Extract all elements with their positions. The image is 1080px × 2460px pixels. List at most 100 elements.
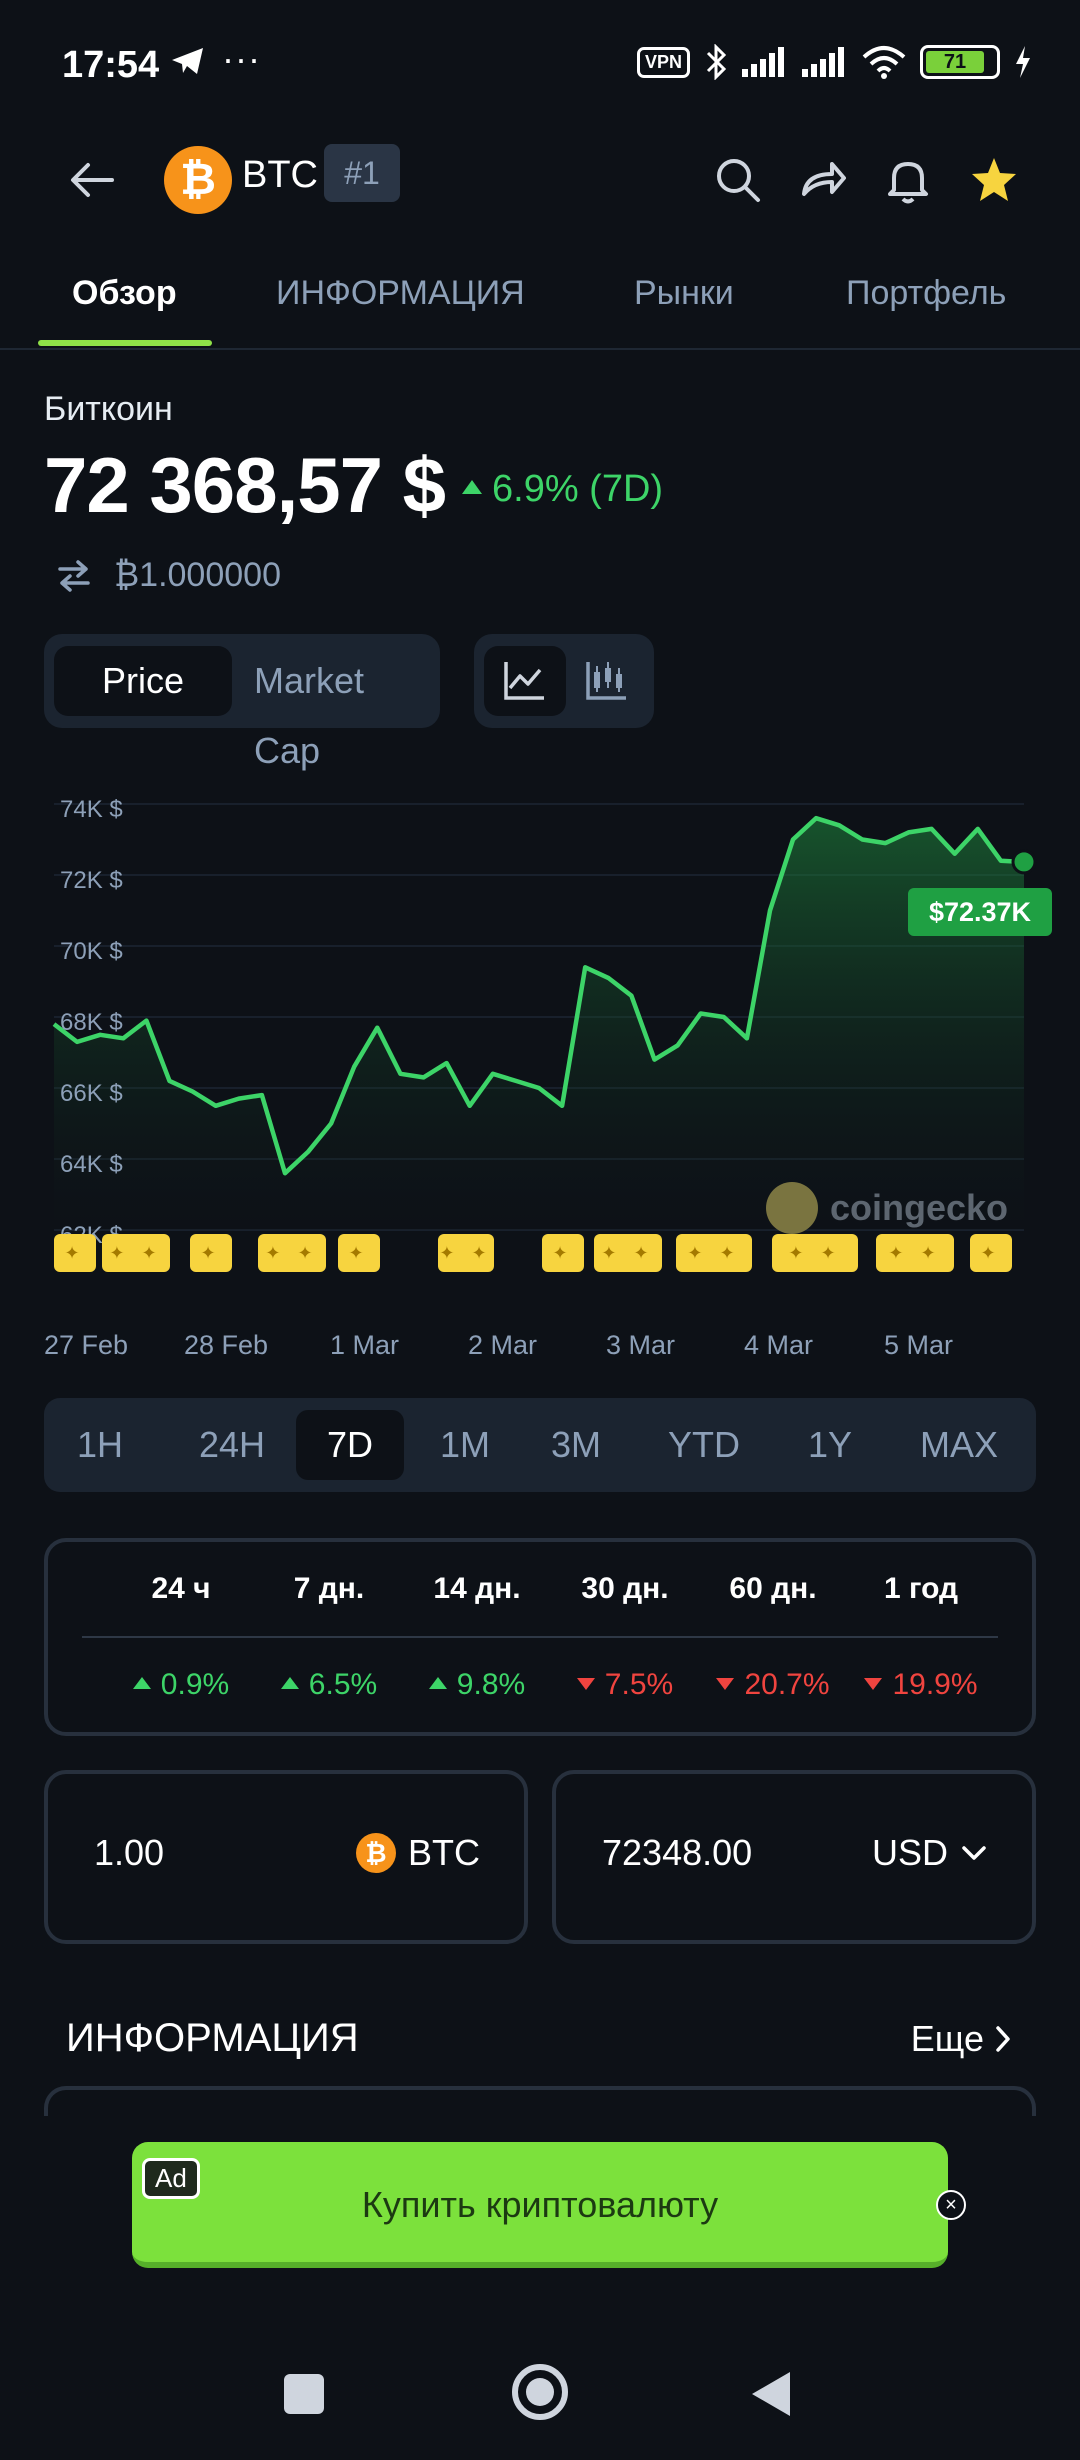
back-arrow-icon[interactable]: [64, 152, 120, 208]
recents-button[interactable]: [284, 2374, 324, 2414]
coin-price: 72 368,57 $: [44, 441, 446, 529]
tab-markets[interactable]: Рынки: [634, 274, 734, 312]
ad-banner[interactable]: Ad Купить криптовалюту: [132, 2142, 948, 2268]
chart-event-marker[interactable]: ✦ ✦: [676, 1234, 752, 1272]
x-axis-tick: 28 Feb: [184, 1330, 269, 1360]
converter-crypto-field[interactable]: 1.00 ₿ BTC: [44, 1770, 528, 1944]
y-axis-tick: 64K $: [60, 1151, 123, 1178]
info-heading: ИНФОРМАЦИЯ: [66, 2016, 359, 2060]
signal-icon: [742, 47, 784, 77]
bell-icon[interactable]: [878, 150, 938, 210]
range-24h[interactable]: 24H: [198, 1424, 266, 1465]
price-change: 6.9% (7D): [462, 468, 663, 511]
gecko-icon: [766, 1182, 818, 1234]
btc-value: ₿1.000000: [114, 556, 281, 594]
fiat-currency-select[interactable]: USD: [872, 1832, 988, 1874]
chart-event-marker[interactable]: ✦: [338, 1234, 380, 1272]
chart-event-marker[interactable]: ✦ ✦: [102, 1234, 170, 1272]
fiat-currency-label: USD: [871, 1832, 948, 1873]
x-axis-tick: 4 Mar: [744, 1330, 814, 1360]
chart-event-marker[interactable]: ✦ ✦: [876, 1234, 954, 1272]
bluetooth-icon: [706, 44, 727, 80]
crypto-currency: ₿ BTC: [356, 1832, 480, 1874]
charging-icon: [1016, 46, 1030, 78]
price-chart-svg[interactable]: [0, 780, 1080, 1280]
range-1y[interactable]: 1Y: [807, 1424, 853, 1465]
star-icon[interactable]: [964, 150, 1024, 210]
x-axis-tick: 3 Mar: [606, 1330, 676, 1360]
coin-header: ₿ BTC #1: [0, 130, 1080, 240]
period-change-value: 19.9%: [892, 1668, 978, 1701]
close-ad-icon[interactable]: ×: [936, 2190, 966, 2220]
chart-event-marker[interactable]: ✦: [54, 1234, 96, 1272]
chevron-right-icon: [996, 2026, 1010, 2052]
chart-event-marker[interactable]: ✦: [970, 1234, 1012, 1272]
price-toggle[interactable]: Price: [54, 646, 232, 716]
candlestick-icon[interactable]: [580, 654, 632, 706]
chart-event-marker[interactable]: ✦ ✦: [258, 1234, 326, 1272]
chart-event-marker[interactable]: ✦: [542, 1234, 584, 1272]
price-chart[interactable]: [0, 780, 1080, 1360]
chart-event-marker[interactable]: ✦ ✦: [594, 1234, 662, 1272]
price-change-table: 24 ч 7 дн. 14 дн. 30 дн. 60 дн. 1 год 0.9% 6.5%…: [44, 1538, 1036, 1736]
share-icon[interactable]: [792, 150, 852, 210]
swap-icon[interactable]: [56, 559, 92, 593]
range-7d[interactable]: 7D: [296, 1410, 404, 1480]
ad-label: Ad: [142, 2158, 200, 2199]
chart-area: [54, 818, 1024, 1230]
period-change: 7.5%: [550, 1668, 700, 1702]
period-change: 0.9%: [106, 1668, 256, 1702]
range-1m[interactable]: 1M: [439, 1424, 490, 1465]
period-change-value: 20.7%: [744, 1668, 830, 1701]
period-change: 20.7%: [698, 1668, 848, 1702]
arrow-up-icon: [462, 479, 482, 494]
info-card: [44, 2086, 1036, 2116]
rank-badge: #1: [324, 144, 400, 202]
arrow-up-icon: [428, 1677, 447, 1690]
tab-portfolio[interactable]: Портфель: [846, 274, 1007, 312]
battery-fill: [926, 51, 984, 73]
period-header: 24 ч: [151, 1572, 211, 1605]
tab-overview[interactable]: Обзор: [72, 274, 177, 312]
period-change: 19.9%: [846, 1668, 996, 1702]
period-change-value: 7.5%: [604, 1668, 674, 1701]
y-axis-tick: 66K $: [60, 1080, 123, 1107]
status-bar: 17:54 ··· VPN 71: [0, 0, 1080, 130]
tab-information[interactable]: ИНФОРМАЦИЯ: [276, 274, 525, 312]
more-link[interactable]: Еще: [911, 2018, 1012, 2060]
market-cap-toggle[interactable]: Market Cap: [254, 660, 365, 771]
crypto-amount-input[interactable]: 1.00: [94, 1832, 165, 1873]
chart-event-marker[interactable]: ✦: [190, 1234, 232, 1272]
chevron-down-icon: [962, 1846, 986, 1860]
arrow-down-icon: [864, 1678, 883, 1691]
chart-metric-toggle: Price Market Cap: [44, 634, 440, 771]
arrow-up-icon: [280, 1677, 299, 1690]
back-button[interactable]: [752, 2372, 790, 2416]
chart-event-marker[interactable]: ✦ ✦: [438, 1234, 494, 1272]
coin-ticker: BTC: [242, 154, 318, 196]
coin-name: Биткоин: [44, 390, 173, 428]
y-axis-tick: 74K $: [60, 796, 123, 823]
home-button[interactable]: [512, 2364, 568, 2420]
ad-text: Купить криптовалюту: [361, 2184, 719, 2225]
range-1h[interactable]: 1H: [76, 1424, 124, 1465]
line-chart-icon[interactable]: [498, 654, 550, 706]
range-ytd[interactable]: YTD: [668, 1424, 740, 1465]
fiat-amount-input[interactable]: 72348.00: [602, 1832, 753, 1873]
x-axis-tick: 5 Mar: [884, 1330, 954, 1360]
current-price-label: $72.37K: [908, 888, 1052, 936]
table-divider: [82, 1636, 998, 1638]
search-icon[interactable]: [708, 150, 768, 210]
vpn-icon: VPN: [636, 46, 690, 78]
range-3m[interactable]: 3M: [550, 1424, 601, 1465]
signal-icon: [802, 47, 844, 77]
period-change: 6.5%: [254, 1668, 404, 1702]
converter-fiat-field[interactable]: 72348.00 USD: [552, 1770, 1036, 1944]
x-axis-tick: 2 Mar: [468, 1330, 538, 1360]
chart-event-marker[interactable]: ✦ ✦: [772, 1234, 858, 1272]
chart-events-row: ✦ ✦ ✦ ✦ ✦ ✦ ✦ ✦ ✦ ✦ ✦ ✦ ✦ ✦ ✦ ✦ ✦ ✦ ✦: [54, 1234, 1034, 1274]
time-range-selector: 1H 24H 7D 1M 3M YTD 1Y MAX: [44, 1398, 1036, 1492]
price-change-value: 6.9% (7D): [492, 468, 664, 510]
battery-icon: 71: [920, 45, 1000, 79]
range-max[interactable]: MAX: [919, 1424, 998, 1465]
